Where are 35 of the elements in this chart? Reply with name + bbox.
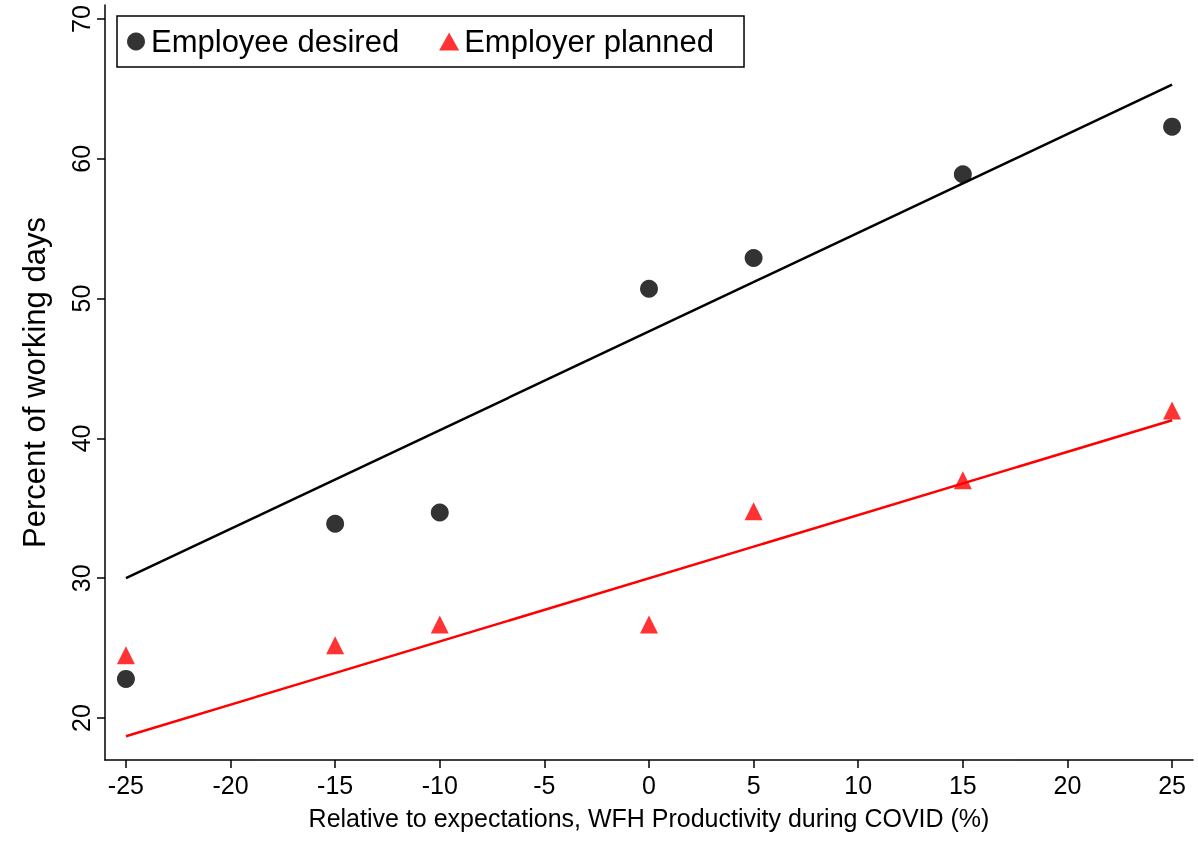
y-tick-label: 60 <box>66 144 95 173</box>
x-tick-label: 25 <box>1158 770 1186 799</box>
y-tick-label: 40 <box>66 424 95 453</box>
y-tick-label: 50 <box>66 284 95 313</box>
point <box>430 503 449 522</box>
x-axis-title: Relative to expectations, WFH Productivity during COVID (%) <box>308 803 990 832</box>
point <box>744 249 763 268</box>
point <box>1163 401 1182 420</box>
point <box>116 669 135 688</box>
point <box>430 615 449 634</box>
x-tick-label: -10 <box>421 770 458 799</box>
legend-label: Employee desired <box>151 24 400 59</box>
point <box>1163 117 1182 136</box>
x-tick-label: -5 <box>533 770 556 799</box>
point <box>953 165 972 184</box>
point <box>640 615 658 634</box>
legend-label: Employer planned <box>464 24 715 59</box>
point <box>953 471 972 490</box>
y-tick-label: 30 <box>66 564 95 593</box>
point <box>640 279 658 298</box>
x-tick-label: 10 <box>844 770 873 799</box>
x-tick-label: -20 <box>212 770 249 799</box>
x-tick-label: -15 <box>317 770 354 799</box>
point <box>116 646 135 665</box>
x-tick-label: 0 <box>642 770 656 799</box>
x-tick-label: 15 <box>948 770 977 799</box>
y-tick-label: 70 <box>66 5 95 33</box>
point <box>744 502 763 521</box>
x-tick-label: 20 <box>1053 770 1082 799</box>
x-tick-label: -25 <box>107 770 144 799</box>
point <box>326 636 345 655</box>
point <box>326 514 345 533</box>
x-tick-label: 5 <box>746 770 761 799</box>
y-tick-label: 20 <box>66 704 95 732</box>
y-axis-title: Percent of working days <box>17 217 52 548</box>
